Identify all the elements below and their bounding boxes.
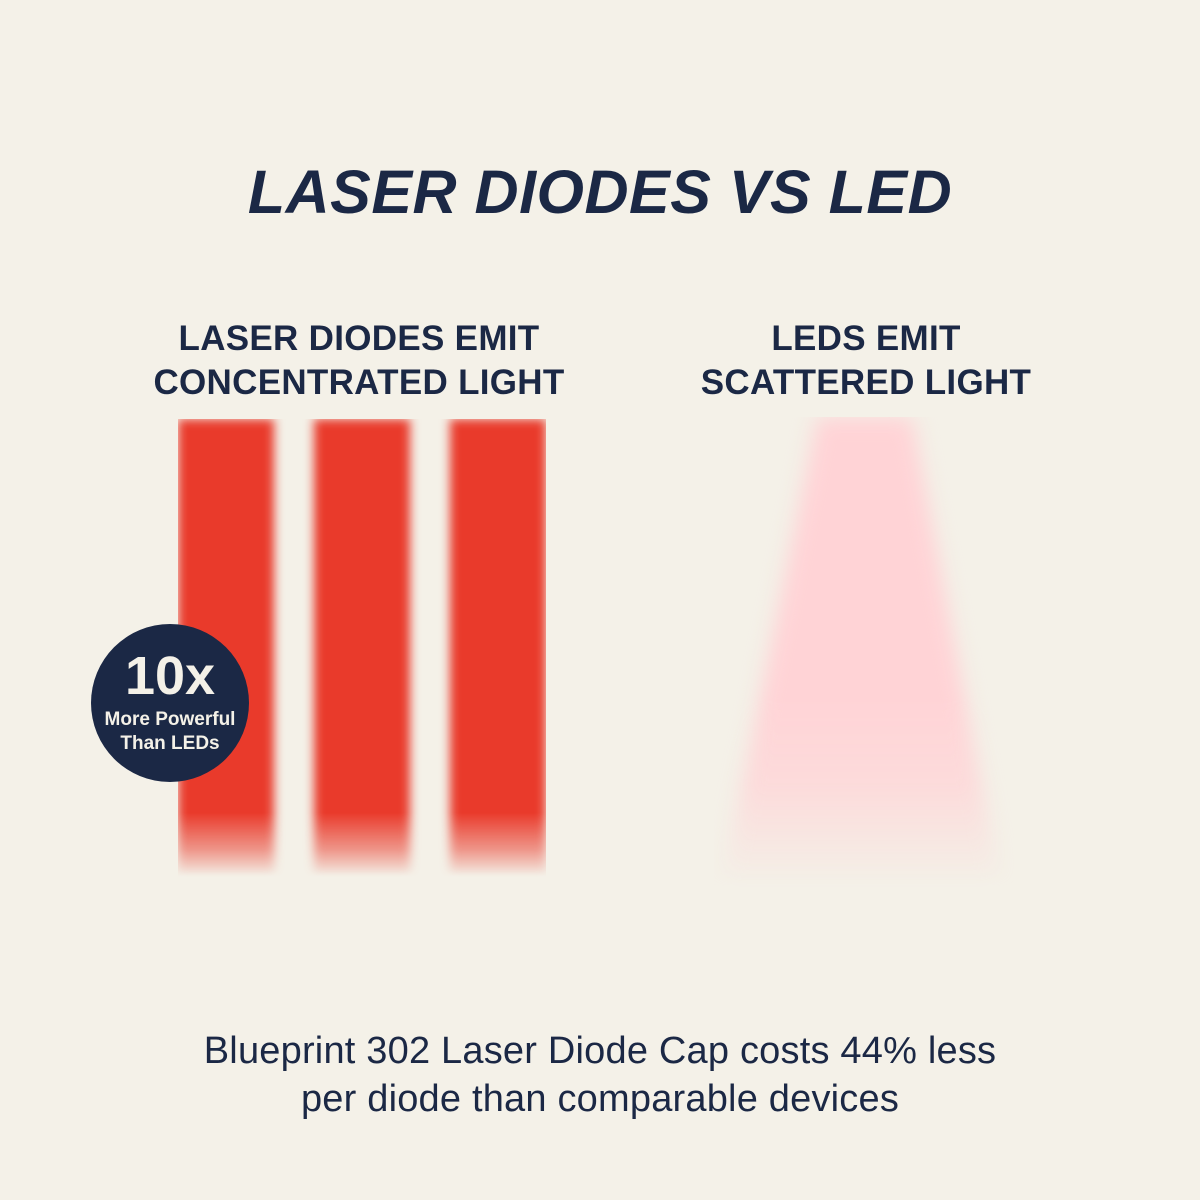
power-badge-label-line1: More Powerful	[104, 709, 236, 730]
laser-diodes-heading-line2: CONCENTRATED LIGHT	[153, 363, 565, 403]
power-badge-label: More Powerful Than LEDs	[105, 708, 236, 756]
page-title: LASER DIODES VS LED	[247, 157, 953, 226]
power-badge-label-line2: Than LEDs	[120, 733, 220, 754]
power-badge-value: 10x	[124, 646, 216, 706]
leds-heading-line2: SCATTERED LIGHT	[700, 363, 1032, 403]
laser-diodes-heading-line1: LASER DIODES EMIT	[178, 319, 540, 359]
power-badge: 10x More Powerful Than LEDs	[91, 624, 249, 782]
footer-caption-line2: per diode than comparable devices	[300, 1078, 900, 1120]
footer-caption-line1: Blueprint 302 Laser Diode Cap costs 44% …	[203, 1030, 997, 1072]
led-scatter-cone-shape	[721, 417, 1001, 887]
laser-beams-graphic	[178, 419, 546, 877]
laser-diodes-heading: LASER DIODES EMIT CONCENTRATED LIGHT	[59, 317, 659, 405]
laser-beam-bar	[314, 419, 410, 877]
footer-caption: Blueprint 302 Laser Diode Cap costs 44% …	[0, 1027, 1200, 1123]
leds-heading-line1: LEDS EMIT	[771, 319, 961, 359]
leds-heading: LEDS EMIT SCATTERED LIGHT	[566, 317, 1166, 405]
laser-beam-bar	[450, 419, 546, 877]
led-scatter-cone-graphic	[714, 417, 1014, 887]
